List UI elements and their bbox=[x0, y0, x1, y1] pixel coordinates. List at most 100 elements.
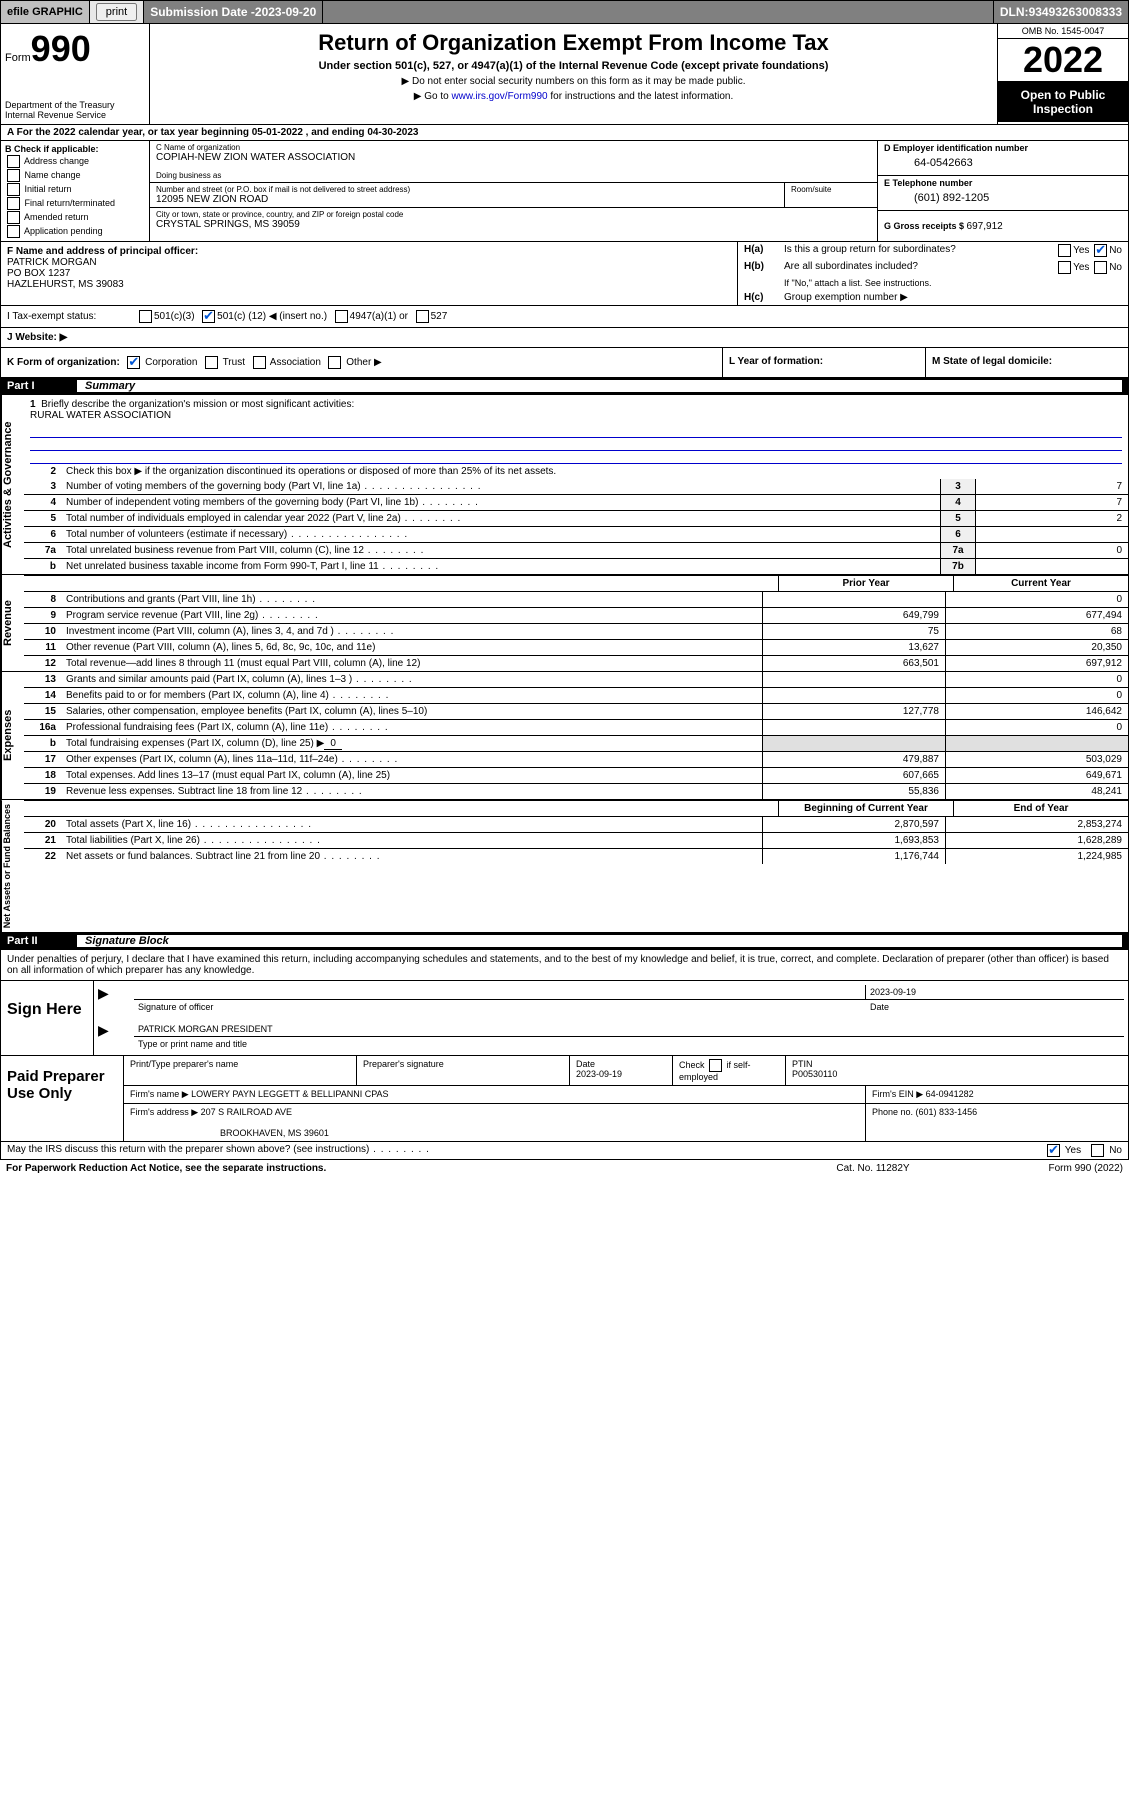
cb-self-employed[interactable] bbox=[709, 1059, 722, 1072]
col-current-year: Current Year bbox=[953, 576, 1128, 591]
cb-4947[interactable] bbox=[335, 310, 348, 323]
line-20-prior: 2,870,597 bbox=[762, 817, 945, 832]
line-21-current: 1,628,289 bbox=[945, 833, 1128, 848]
row-k-label: K Form of organization: bbox=[7, 357, 120, 368]
col-beginning-year: Beginning of Current Year bbox=[778, 801, 953, 816]
ha-yes-cb[interactable] bbox=[1058, 244, 1071, 257]
part-2-label: Part II bbox=[7, 935, 77, 947]
firm-addr-label: Firm's address ▶ bbox=[130, 1107, 201, 1117]
principal-officer: F Name and address of principal officer:… bbox=[1, 242, 738, 305]
discuss-text: May the IRS discuss this return with the… bbox=[7, 1144, 430, 1155]
line-18-prior: 607,665 bbox=[762, 768, 945, 783]
line-8-text: Contributions and grants (Part VIII, lin… bbox=[66, 594, 316, 605]
hb-yes-cb[interactable] bbox=[1058, 261, 1071, 274]
arrow-icon: ▶ bbox=[98, 985, 114, 1014]
cb-trust[interactable] bbox=[205, 356, 218, 369]
cb-501c[interactable] bbox=[202, 310, 215, 323]
cb-discuss-yes[interactable] bbox=[1047, 1144, 1060, 1157]
line-7b-text: Net unrelated business taxable income fr… bbox=[66, 561, 439, 572]
opt-501c-post: ) ◀ (insert no.) bbox=[263, 311, 327, 322]
line-19-text: Revenue less expenses. Subtract line 18 … bbox=[66, 786, 363, 797]
cb-other[interactable] bbox=[328, 356, 341, 369]
cb-initial-return[interactable]: Initial return bbox=[5, 183, 145, 196]
dln: DLN: 93493263008333 bbox=[994, 1, 1128, 23]
part-1-label: Part I bbox=[7, 380, 77, 392]
firm-name-row: Firm's name ▶ LOWERY PAYN LEGGETT & BELL… bbox=[124, 1086, 1128, 1104]
efile-graphic-link[interactable]: efile GRAPHIC bbox=[1, 1, 90, 23]
rule-line bbox=[30, 425, 1122, 438]
cb-application-pending[interactable]: Application pending bbox=[5, 225, 145, 238]
line-16a-text: Professional fundraising fees (Part IX, … bbox=[66, 722, 389, 733]
firm-ein-label: Firm's EIN ▶ bbox=[872, 1089, 926, 1099]
line-15-prior: 127,778 bbox=[762, 704, 945, 719]
date-label: Date bbox=[866, 1000, 1124, 1014]
cb-501c3[interactable] bbox=[139, 310, 152, 323]
line-7a-text: Total unrelated business revenue from Pa… bbox=[66, 545, 424, 556]
line-5-text: Total number of individuals employed in … bbox=[66, 513, 461, 524]
hb-checkboxes: Yes No bbox=[1012, 261, 1122, 274]
sign-here-label: Sign Here bbox=[1, 981, 94, 1055]
hb-label: H(b) bbox=[744, 261, 784, 274]
cb-final-return[interactable]: Final return/terminated bbox=[5, 197, 145, 210]
signature-field[interactable] bbox=[134, 985, 865, 999]
print-cell: print bbox=[90, 1, 144, 23]
page-footer: For Paperwork Reduction Act Notice, see … bbox=[0, 1160, 1129, 1177]
cb-corporation[interactable] bbox=[127, 356, 140, 369]
irs-link[interactable]: www.irs.gov/Form990 bbox=[451, 91, 547, 102]
line-4: 4 Number of independent voting members o… bbox=[24, 494, 1128, 510]
no-label: No bbox=[1109, 262, 1122, 273]
row-l-label: L Year of formation: bbox=[729, 356, 823, 367]
line-1: 1 Briefly describe the organization's mi… bbox=[24, 395, 1128, 425]
submission-date-value: 2023-09-20 bbox=[255, 5, 316, 19]
firm-ein-value: 64-0941282 bbox=[926, 1089, 974, 1099]
line-13-prior bbox=[762, 672, 945, 687]
open-to-public: Open to Public Inspection bbox=[998, 81, 1128, 122]
line-15: 15 Salaries, other compensation, employe… bbox=[24, 703, 1128, 719]
line-17-text: Other expenses (Part IX, column (A), lin… bbox=[66, 754, 398, 765]
form-word: Form bbox=[5, 52, 31, 64]
firm-addr1: 207 S RAILROAD AVE bbox=[201, 1107, 292, 1117]
line-4-text: Number of independent voting members of … bbox=[66, 497, 479, 508]
cb-discuss-no[interactable] bbox=[1091, 1144, 1104, 1157]
cb-527[interactable] bbox=[416, 310, 429, 323]
cb-name-change[interactable]: Name change bbox=[5, 169, 145, 182]
cb-association[interactable] bbox=[253, 356, 266, 369]
phone-box: E Telephone number (601) 892-1205 bbox=[878, 176, 1128, 211]
line-16a-prior bbox=[762, 720, 945, 735]
hc-label: H(c) bbox=[744, 292, 784, 303]
line-18-text: Total expenses. Add lines 13–17 (must eq… bbox=[66, 770, 390, 781]
hb-no-cb[interactable] bbox=[1094, 261, 1107, 274]
cb-address-change[interactable]: Address change bbox=[5, 155, 145, 168]
signature-label: Signature of officer bbox=[134, 1000, 866, 1014]
print-button[interactable]: print bbox=[96, 3, 137, 21]
line-1-label: Briefly describe the organization's miss… bbox=[41, 399, 354, 410]
line-8-current: 0 bbox=[945, 592, 1128, 607]
cb-label: Address change bbox=[24, 156, 89, 166]
tax-year: 2022 bbox=[998, 39, 1128, 81]
line-12-prior: 663,501 bbox=[762, 656, 945, 671]
officer-name-title: PATRICK MORGAN PRESIDENT bbox=[134, 1022, 1124, 1036]
paid-preparer-label: Paid Preparer Use Only bbox=[1, 1056, 124, 1141]
line-6-value bbox=[975, 527, 1128, 542]
line-10-current: 68 bbox=[945, 624, 1128, 639]
line-14: 14 Benefits paid to or for members (Part… bbox=[24, 687, 1128, 703]
website-row: J Website: ▶ bbox=[1, 328, 1128, 347]
officer-addr1: PO BOX 1237 bbox=[7, 268, 731, 279]
prep-check-label: Check bbox=[679, 1060, 705, 1070]
cb-label: Application pending bbox=[24, 226, 103, 236]
rule-line bbox=[30, 438, 1122, 451]
line-14-prior bbox=[762, 688, 945, 703]
line-9-text: Program service revenue (Part VIII, line… bbox=[66, 610, 319, 621]
line-12-text: Total revenue—add lines 8 through 11 (mu… bbox=[66, 658, 420, 669]
omb-number: OMB No. 1545-0047 bbox=[998, 24, 1128, 39]
hc-text: Group exemption number ▶ bbox=[784, 292, 1122, 303]
line-13: 13 Grants and similar amounts paid (Part… bbox=[24, 672, 1128, 687]
line-12: 12 Total revenue—add lines 8 through 11 … bbox=[24, 655, 1128, 671]
line-13-text: Grants and similar amounts paid (Part IX… bbox=[66, 674, 413, 685]
line-17-prior: 479,887 bbox=[762, 752, 945, 767]
line-6: 6 Total number of volunteers (estimate i… bbox=[24, 526, 1128, 542]
cb-amended-return[interactable]: Amended return bbox=[5, 211, 145, 224]
ha-no-cb[interactable] bbox=[1094, 244, 1107, 257]
line-22: 22 Net assets or fund balances. Subtract… bbox=[24, 848, 1128, 864]
line-17-current: 503,029 bbox=[945, 752, 1128, 767]
